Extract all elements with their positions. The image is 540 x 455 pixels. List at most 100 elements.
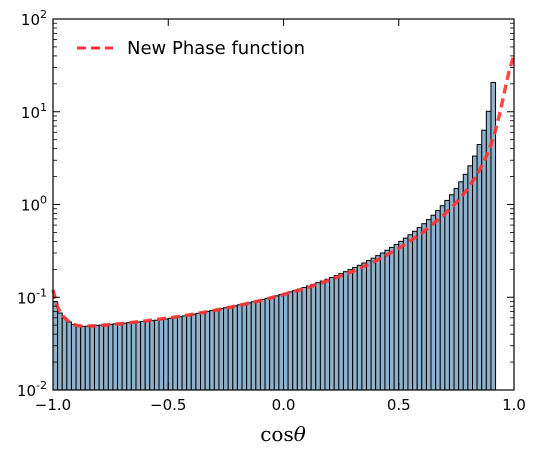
histogram-bar [149,320,155,391]
histogram-bar [223,307,229,391]
histogram-bar [278,294,285,391]
histogram-bar [176,316,183,391]
histogram-bar [412,230,418,391]
histogram-bar [310,283,317,391]
histogram-bar [416,227,423,391]
histogram-bar [453,188,460,391]
y-tick-label: 101 [21,101,47,122]
histogram-bar [121,322,128,391]
histogram-bar [333,275,340,391]
x-tick-label: −0.5 [150,396,186,414]
histogram-bar [481,129,487,391]
histogram-bar [430,214,437,391]
histogram-bar [255,300,261,391]
histogram-bar [61,317,68,391]
histogram-bar [375,255,381,391]
histogram-bar [75,325,82,391]
histogram-bar [315,282,321,391]
histogram-bar [384,249,391,391]
histogram-bar [84,325,91,391]
histogram-bar [218,308,225,391]
histogram-bar [467,165,474,391]
histogram-bar [227,306,234,391]
histogram-bar [329,276,335,391]
histogram-bar [241,303,248,391]
legend-label-new-phase-function: New Phase function [127,38,305,59]
histogram-bar [269,296,275,391]
histogram-bar [435,210,441,391]
histogram-bar [259,298,266,391]
histogram-bar [402,237,409,391]
histogram-bar [319,280,326,391]
x-tick-label: 1.0 [502,396,526,414]
histogram-bar [342,271,349,391]
histogram-bar [421,223,427,391]
histogram-bar [117,323,123,391]
histogram-bar [163,318,169,391]
histogram-bar [213,309,220,391]
histogram-bar [204,311,211,391]
x-axis: −1.0 −0.5 0.0 0.5 1.0 [35,19,526,414]
histogram-bar [458,181,464,391]
histogram-bar [472,155,478,391]
histogram-bar [356,264,363,391]
histogram-bar [66,321,72,391]
histogram-bar [186,314,192,391]
histogram-bar [172,317,178,391]
histogram-bar [57,312,63,391]
histogram-bar [209,310,215,391]
histogram-bar [236,304,243,391]
histogram-bar [126,322,132,391]
x-axis-label-text: cos [260,422,294,446]
histogram-bar [296,288,303,391]
histogram-bar [292,289,298,391]
x-axis-label: cosθ [260,422,306,446]
histogram-bar [112,323,119,391]
histogram-bar [301,287,308,391]
histogram-bar [98,324,105,391]
x-tick-label: 0.0 [272,396,296,414]
histogram-bar [107,323,114,391]
histogram-bar [283,292,289,391]
histogram-bar [200,311,206,391]
x-tick-label: −1.0 [35,396,71,414]
histogram-bar [246,302,252,391]
histogram-bar [476,144,483,391]
histogram-bar [80,325,86,391]
histogram-bar [103,324,109,391]
histogram-bar [444,199,450,391]
histogram-bar [144,320,151,391]
histogram-bar [89,325,95,391]
histogram-bar [287,291,294,391]
histogram-bar [70,324,77,391]
histogram-bar [264,297,271,391]
histogram-bar [361,262,367,391]
histogram-bar [448,194,455,391]
histogram-bar [140,320,146,391]
histogram-bar [352,266,358,391]
legend: New Phase function [77,38,305,59]
histogram-bar [181,315,188,391]
histogram-bar [324,278,331,391]
histogram-bar [439,205,446,391]
histogram-bar [153,319,160,391]
histogram-bar [93,324,100,391]
x-axis-label-symbol: θ [294,422,306,446]
y-axis: 10-2 10-1 100 101 102 [17,8,514,400]
histogram-bar [190,313,197,391]
histogram-bar [232,305,238,391]
histogram-bar [250,301,257,391]
histogram-bar [393,243,400,391]
histogram-bar [195,312,202,391]
histogram-bar [425,219,432,391]
series-line [51,55,516,328]
histogram-bar [338,273,344,391]
histogram-bar [462,173,469,391]
y-tick-label: 10-2 [17,379,47,400]
histogram-bar [273,295,280,391]
histogram-bar [135,321,142,391]
y-tick-label: 102 [21,8,47,29]
phase-function-curve [51,55,516,328]
histogram-bar [407,234,414,391]
